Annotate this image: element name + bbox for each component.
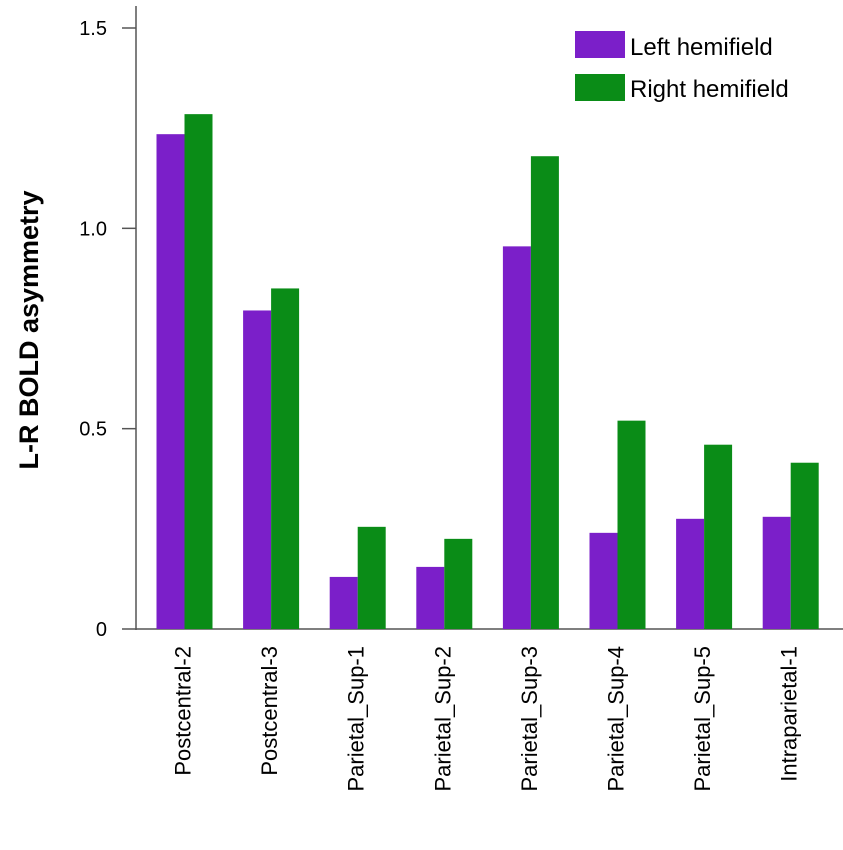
category-labels-layer: Postcentral-2 Postcentral-3 Parietal_Sup-1…: [171, 646, 802, 792]
legend-swatch-left: [575, 31, 625, 58]
legend-label-left: Left hemifield: [630, 34, 773, 61]
category-label: Parietal_Sup-2: [430, 646, 455, 792]
y-tick-label: 1.5: [79, 18, 107, 40]
bar-right-3: [357, 526, 386, 629]
category-label: Intraparietal-1: [777, 646, 802, 782]
category-label: Postcentral-3: [257, 646, 282, 776]
y-axis-title: L-R BOLD asymmetry: [14, 190, 44, 469]
bar-right-7: [704, 444, 733, 629]
bar-left-6: [589, 532, 618, 629]
bar-left-5: [502, 246, 531, 629]
bar-right-1: [184, 114, 213, 630]
bar-left-8: [762, 516, 791, 629]
legend-label-right: Right hemifield: [630, 76, 789, 103]
bar-left-2: [243, 310, 272, 629]
category-label: Postcentral-2: [171, 646, 196, 776]
y-tick-label: 0.5: [79, 419, 107, 441]
y-tick-label: 1.0: [79, 218, 107, 240]
category-label: Parietal_Sup-3: [517, 646, 542, 792]
bar-right-8: [790, 462, 819, 629]
bar-left-4: [416, 566, 445, 629]
category-label: Parietal_Sup-1: [344, 646, 369, 792]
bar-right-5: [530, 156, 559, 630]
bar-right-6: [617, 420, 646, 629]
legend-swatch-right: [575, 74, 625, 101]
bar-left-1: [156, 134, 185, 629]
y-tick-label: 0: [96, 619, 107, 641]
bar-right-4: [444, 538, 473, 629]
legend: Left hemifield Right hemifield: [575, 31, 789, 103]
category-label: Parietal_Sup-4: [604, 646, 629, 792]
bar-left-3: [329, 576, 358, 629]
bars-layer: [156, 114, 819, 630]
bar-left-7: [676, 518, 705, 629]
bar-right-2: [271, 288, 300, 629]
category-label: Parietal_Sup-5: [690, 646, 715, 792]
